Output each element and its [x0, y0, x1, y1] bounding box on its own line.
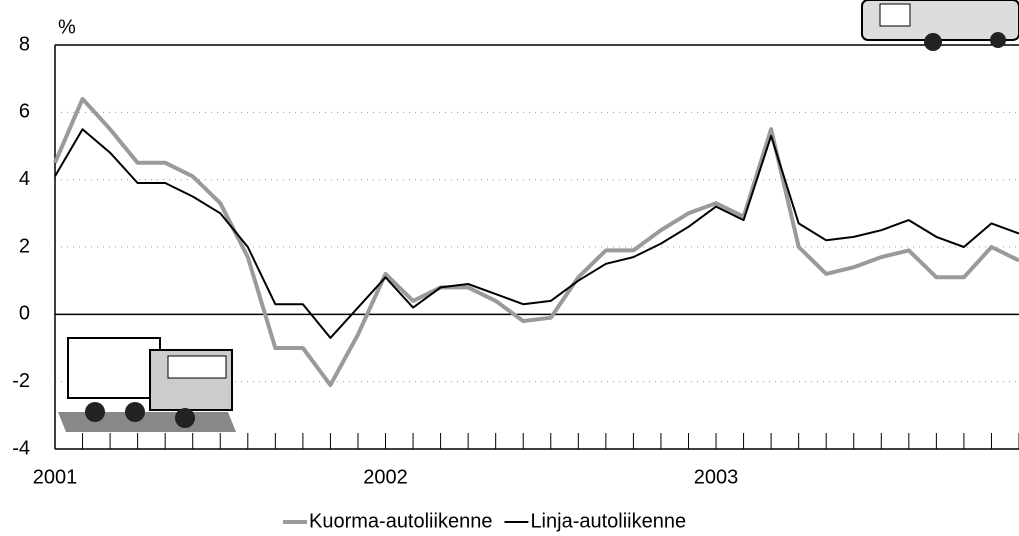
y-tick-label: 8: [19, 33, 30, 55]
page: {"chart_data": {"type": "line", "y_label…: [0, 0, 1019, 536]
chart: % -4 -2 0 2 4 6 8 2001 2002 2003 Kuorma-autoliike…: [0, 0, 1019, 536]
y-tick-label: -4: [12, 437, 30, 459]
x-tick-label: 2001: [33, 466, 78, 488]
series-line: [55, 129, 1019, 338]
y-tick-label: 4: [19, 168, 30, 190]
y-tick-label: 2: [19, 235, 30, 257]
legend-label: Linja-autoliikenne: [530, 510, 686, 532]
y-axis-label: %: [58, 16, 76, 38]
y-tick-label: -2: [12, 370, 30, 392]
bus-icon: [862, 0, 1019, 51]
truck-icon: [58, 338, 236, 432]
y-tick-label: 0: [19, 303, 30, 325]
y-tick-label: 6: [19, 101, 30, 123]
series-line: [55, 99, 1019, 385]
legend-label: Kuorma-autoliikenne: [309, 510, 492, 532]
x-tick-label: 2002: [363, 466, 408, 488]
x-tick-label: 2003: [694, 466, 739, 488]
